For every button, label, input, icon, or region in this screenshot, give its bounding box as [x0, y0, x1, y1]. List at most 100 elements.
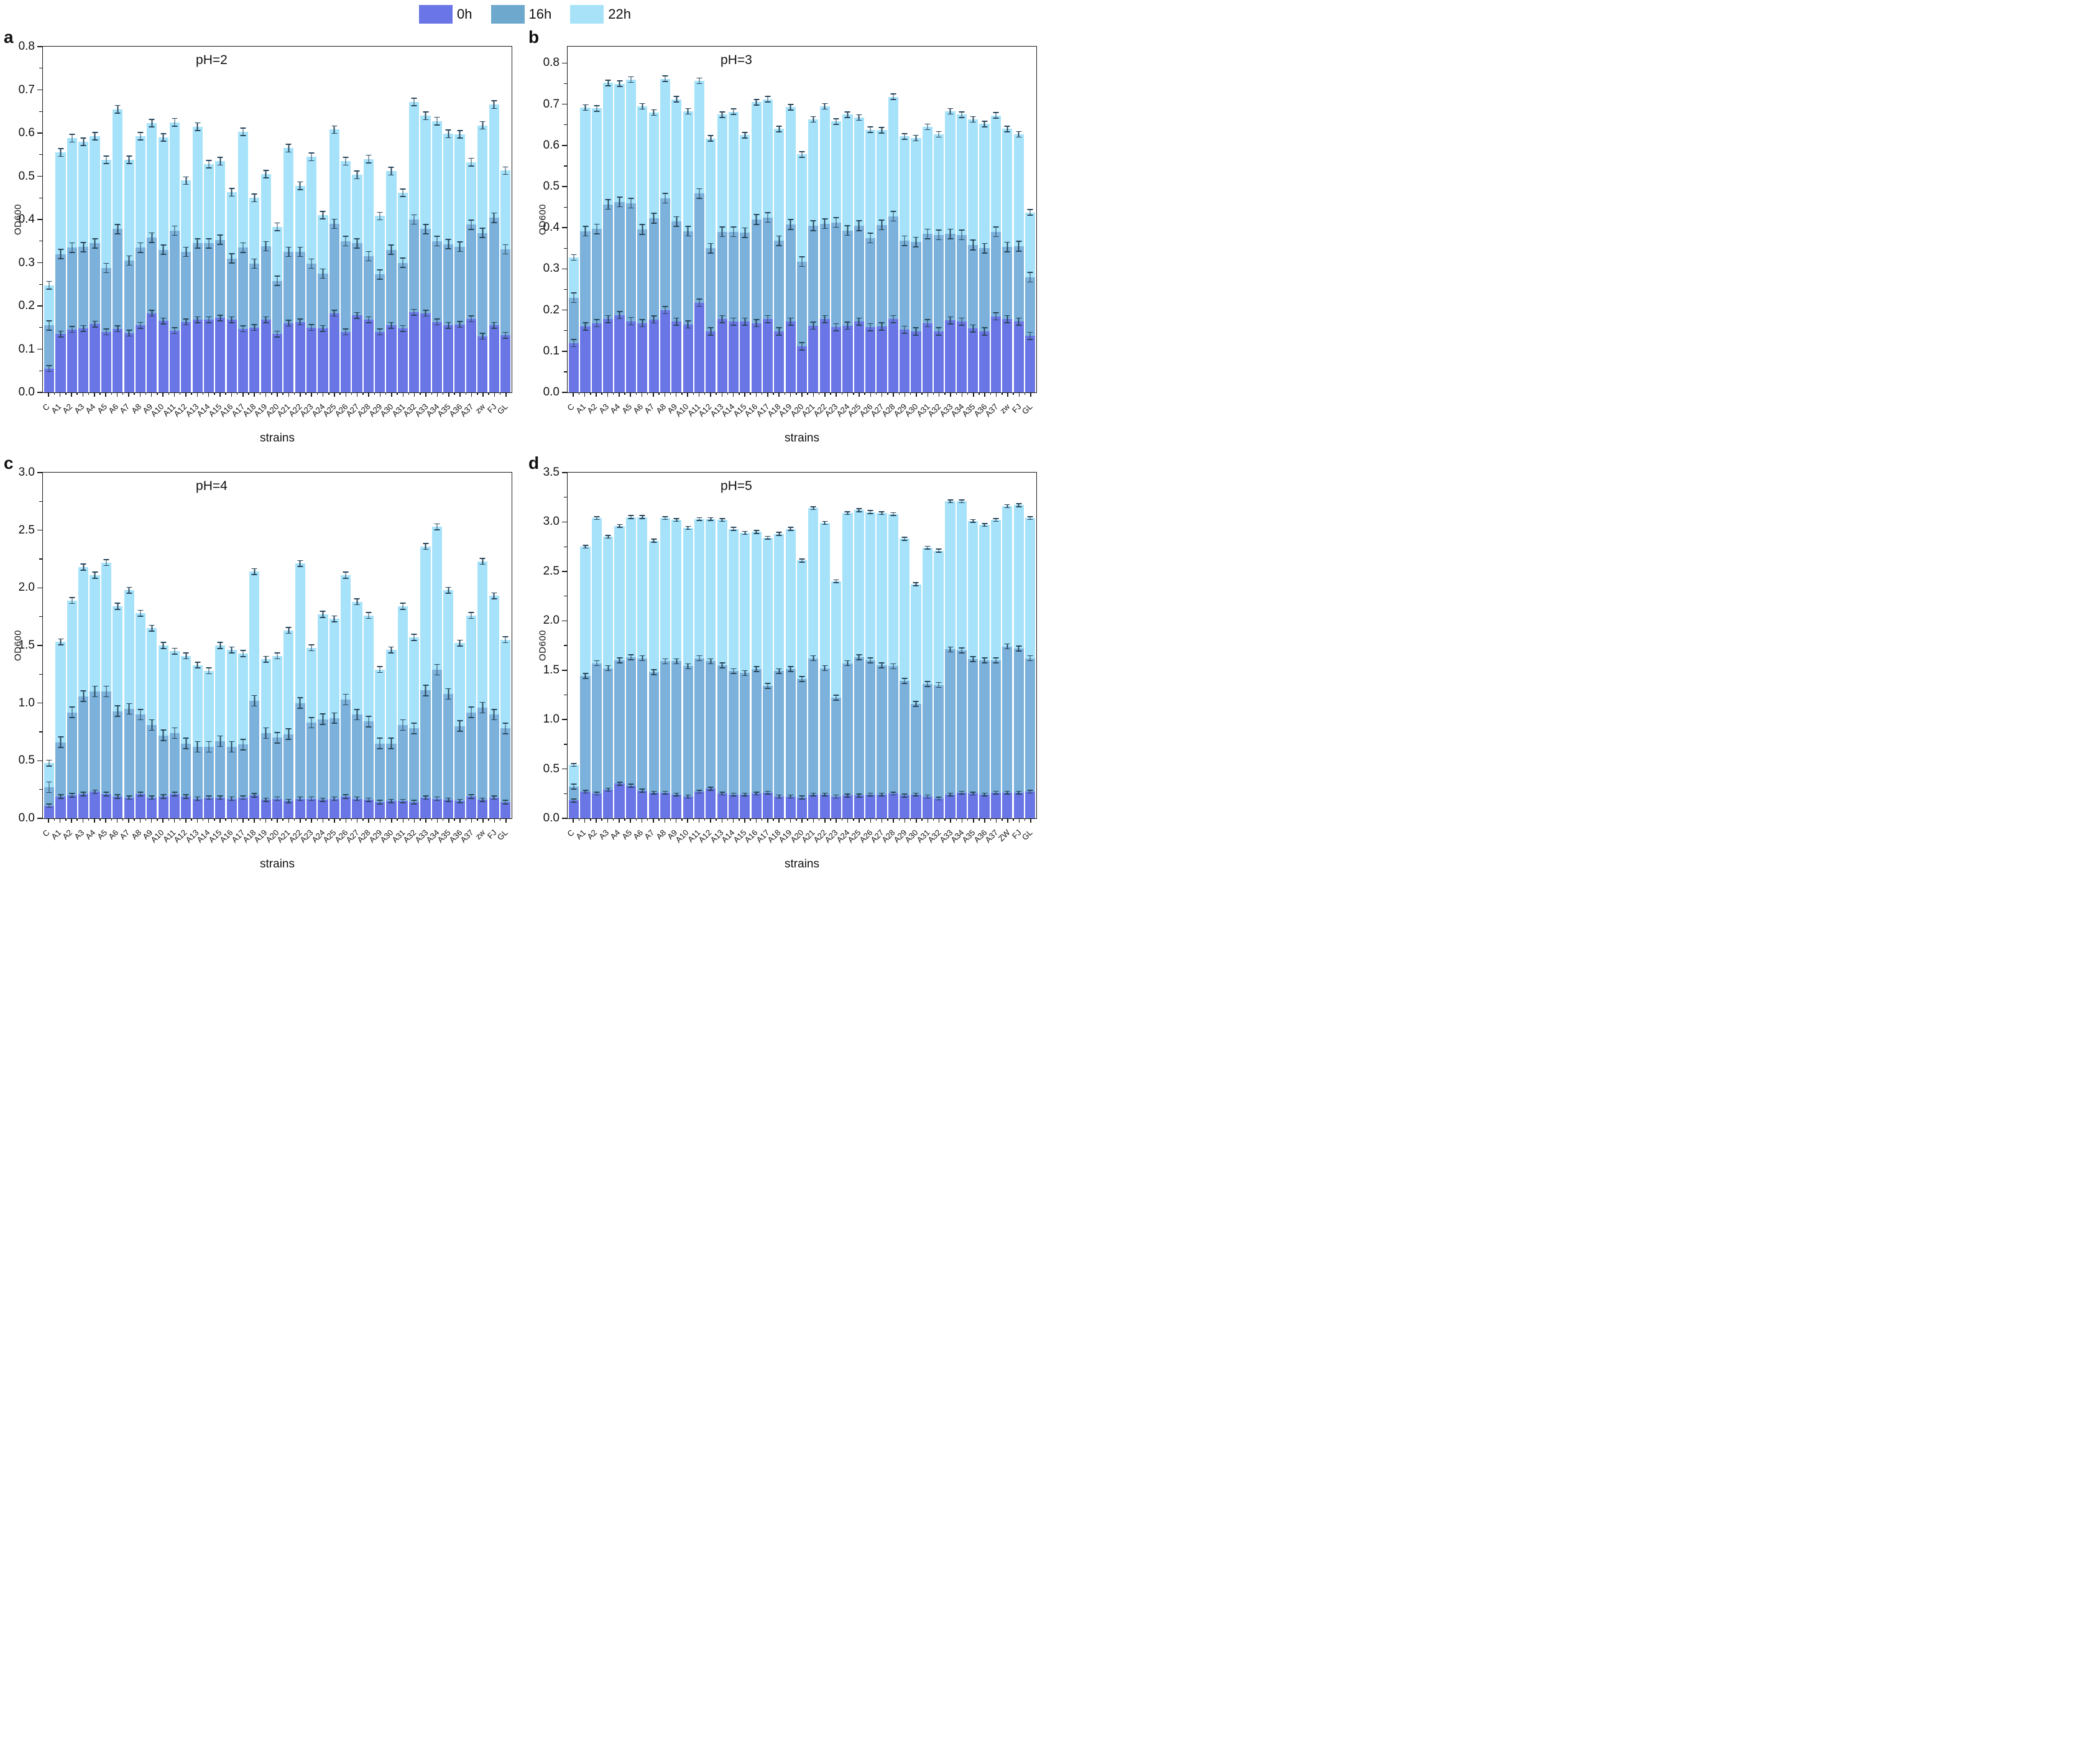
error-bar-cap [924, 326, 931, 328]
error-bar-cap [878, 229, 885, 231]
error-bar-cap [411, 733, 417, 734]
error-bar-stem [573, 783, 574, 790]
error-bar-cap [719, 226, 725, 228]
bar-segment-16h [329, 718, 339, 818]
bar-group-A32 [934, 473, 944, 818]
x-tick-mark [836, 818, 837, 823]
error-bar-cap [571, 259, 577, 261]
error-bar-cap [149, 631, 155, 632]
error-bar-cap [890, 512, 896, 514]
error-bar-cap [628, 324, 634, 326]
y-tick-mark [562, 620, 568, 622]
error-bar [46, 803, 52, 808]
error-bar-cap [46, 807, 52, 808]
error-bar-stem [60, 330, 62, 338]
error-bar [229, 188, 235, 197]
x-minor-tick-mark [76, 818, 78, 821]
error-bar-stem [847, 511, 849, 515]
error-bar-cap [46, 765, 52, 767]
error-bar [80, 242, 86, 252]
error-bar-cap [308, 650, 315, 652]
error-bar-cap [719, 520, 725, 522]
error-bar-stem [505, 331, 506, 339]
error-bar-stem [196, 741, 198, 753]
error-bar-cap [776, 235, 782, 237]
bar-group-zw [477, 47, 488, 392]
error-bar [959, 790, 965, 795]
error-bar-cap [571, 788, 577, 790]
error-bar [137, 321, 144, 329]
error-bar-cap [571, 765, 577, 767]
error-bar-cap [400, 603, 406, 604]
bar-segment-0h [785, 321, 796, 392]
error-bar [685, 794, 691, 799]
bar-segment-0h [113, 796, 123, 818]
bar-segment-0h [956, 321, 967, 392]
error-bar [491, 795, 497, 800]
x-tick-mark [71, 392, 72, 397]
error-bar-cap [183, 794, 189, 795]
error-bar-cap [947, 792, 954, 794]
x-tick-mark [984, 818, 985, 823]
error-bar-cap [788, 325, 794, 326]
error-bar-cap [58, 155, 64, 157]
x-minor-tick-mark [305, 818, 306, 821]
error-bar-cap [160, 729, 167, 731]
error-bar-cap [924, 681, 931, 682]
error-bar [662, 658, 668, 665]
error-bar [388, 321, 394, 329]
error-bar [46, 280, 52, 290]
x-minor-tick-mark [293, 392, 295, 395]
x-tick-mark [379, 392, 381, 397]
error-bar-cap [195, 751, 201, 753]
error-bar-cap [753, 319, 760, 320]
bar-segment-16h [397, 724, 408, 818]
error-bar-cap [240, 655, 246, 657]
x-tick-label-A37: A37 [458, 402, 476, 419]
x-minor-tick-mark [1002, 818, 1003, 821]
error-bar-cap [707, 135, 714, 136]
bar-group-A8 [135, 47, 145, 392]
x-minor-tick-mark [282, 392, 283, 395]
error-bar-stem [48, 365, 50, 372]
error-bar-stem [961, 499, 962, 504]
y-tick-label: 0.8 [543, 56, 560, 70]
error-bar-cap [366, 617, 372, 619]
error-bar-cap [936, 799, 942, 801]
y-tick-label: 1.0 [18, 696, 35, 709]
x-tick-mark [653, 818, 654, 823]
error-bar-cap [69, 331, 75, 333]
error-bar-cap [765, 793, 771, 795]
bar-segment-0h [625, 785, 636, 818]
error-bar-cap [491, 598, 497, 599]
bar-group-A16 [226, 47, 237, 392]
error-bar-cap [753, 104, 760, 106]
error-bar-stem [596, 105, 597, 112]
error-bar [707, 243, 714, 254]
x-tick-mark [664, 392, 666, 397]
error-bar-cap [890, 322, 896, 323]
bar-group-A11 [694, 473, 705, 818]
bar-group-A25 [329, 473, 339, 818]
error-bar-stem [471, 612, 472, 619]
bar-group-A6 [113, 473, 123, 818]
error-bar [844, 660, 850, 667]
error-bar [217, 795, 223, 800]
error-bar-cap [605, 322, 611, 323]
error-bar [58, 330, 64, 338]
error-bar-cap [799, 681, 805, 682]
error-bar-stem [185, 318, 187, 326]
error-bar-stem [584, 104, 586, 111]
error-bar-stem [607, 79, 609, 86]
error-bar [970, 519, 976, 524]
bar-group-A36 [454, 473, 465, 818]
error-bar-stem [333, 796, 335, 802]
error-bar-stem [254, 695, 256, 707]
error-bar-cap [776, 668, 782, 670]
bar-segment-0h [854, 321, 864, 392]
error-bar-cap [810, 328, 816, 330]
error-bar-cap [742, 795, 748, 797]
error-bar [80, 792, 86, 797]
error-bar [719, 111, 725, 118]
error-bar-cap [263, 797, 269, 799]
